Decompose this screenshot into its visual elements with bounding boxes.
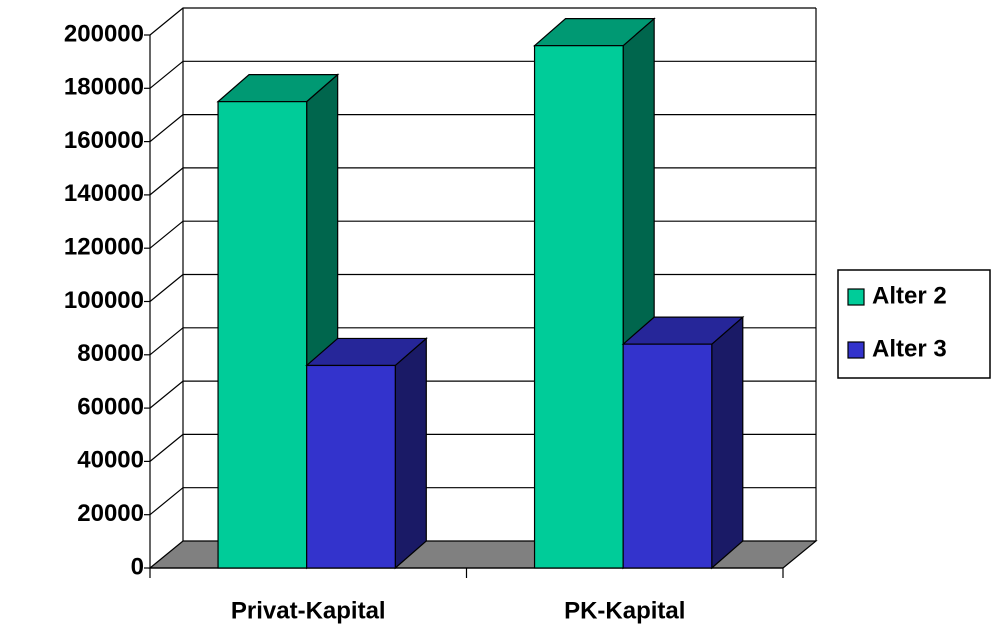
legend-label: Alter 2 — [872, 282, 947, 309]
y-tick-label: 120000 — [64, 234, 144, 261]
x-tick-label: Privat-Kapital — [231, 597, 386, 624]
bar-front — [306, 364, 396, 569]
x-tick-label: PK-Kapital — [564, 597, 685, 624]
bar-side — [394, 337, 427, 570]
legend-label: Alter 3 — [872, 335, 947, 362]
y-tick-label: 140000 — [64, 180, 144, 207]
y-tick-label: 0 — [131, 553, 144, 580]
bar-front — [217, 101, 308, 569]
y-tick-label: 100000 — [64, 287, 144, 314]
legend-box — [837, 269, 991, 379]
y-tick-label: 40000 — [77, 447, 144, 474]
bar-front — [533, 45, 624, 569]
bar-side — [711, 315, 744, 570]
y-tick-label: 60000 — [77, 393, 144, 420]
y-tick-label: 180000 — [64, 74, 144, 101]
legend-swatch — [847, 288, 865, 306]
y-tick-label: 160000 — [64, 127, 144, 154]
y-tick-label: 80000 — [77, 340, 144, 367]
bar — [305, 337, 428, 570]
bar — [621, 315, 745, 570]
grid-line — [149, 7, 816, 36]
legend-swatch — [847, 341, 865, 359]
bar-front — [622, 343, 713, 569]
y-tick-label: 20000 — [77, 500, 144, 527]
y-tick-label: 200000 — [64, 20, 144, 47]
